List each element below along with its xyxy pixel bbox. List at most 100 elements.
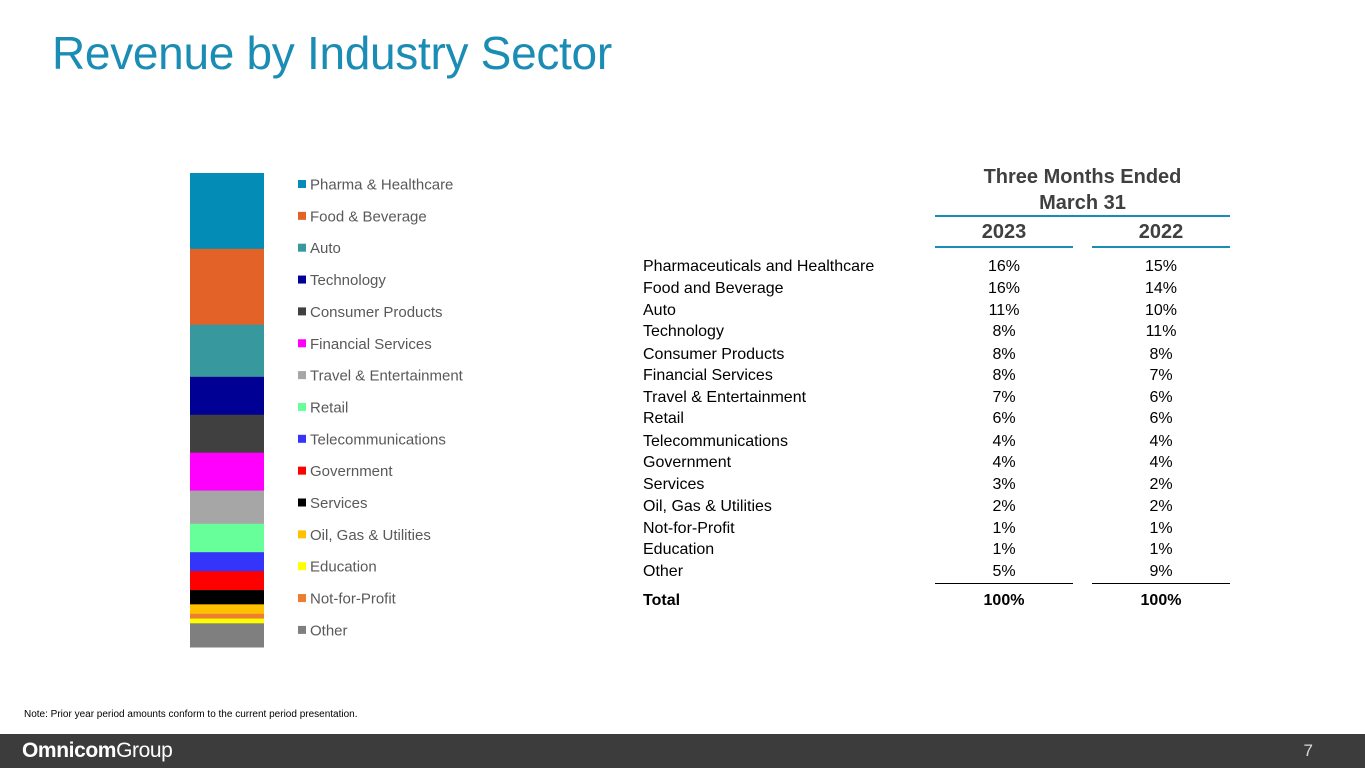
table-row-2023: 8% [992, 367, 1016, 384]
legend-swatch [298, 562, 306, 571]
table-row-2023: 5% [992, 563, 1016, 580]
legend-label: Food & Beverage [310, 208, 427, 225]
table-row-2023: 7% [992, 389, 1016, 406]
legend-swatch [298, 498, 306, 507]
table-row-2022: 11% [1145, 323, 1177, 340]
bar-segment-government [190, 571, 264, 591]
legend-swatch [298, 275, 306, 284]
table-row-label: Consumer Products [643, 346, 785, 363]
bar-segment-other [190, 623, 264, 648]
table-row-label: Pharmaceuticals and Healthcare [643, 258, 875, 275]
table-row-label: Retail [643, 410, 684, 427]
table-row-2023: 16% [987, 280, 1021, 297]
brand-light: Group [116, 739, 173, 762]
table-row-2023: 3% [992, 476, 1016, 493]
footer-bar: OmnicomGroup 7 [0, 734, 1365, 768]
total-2022: 100% [1140, 592, 1182, 609]
legend-label: Government [310, 463, 393, 480]
legend-swatch [298, 371, 306, 380]
legend-swatch [298, 530, 306, 539]
bar-segment-oil-gas-utilities [190, 604, 264, 615]
bar-segment-financial-services [190, 452, 264, 492]
legend-label: Retail [310, 399, 348, 416]
footnote: Note: Prior year period amounts conform … [24, 709, 358, 720]
legend-label: Financial Services [310, 336, 432, 353]
legend-label: Not-for-Profit [310, 591, 397, 608]
legend-swatch [298, 243, 306, 252]
table-row-label: Not-for-Profit [643, 520, 735, 537]
legend-swatch [298, 434, 306, 443]
table-row-label: Government [643, 454, 732, 471]
sum-rule-2023 [935, 583, 1073, 584]
table-row-2022: 2% [1149, 476, 1173, 493]
period-header-rule [935, 215, 1230, 217]
page-number: 7 [1303, 741, 1313, 760]
table-row-2022: 4% [1149, 454, 1173, 471]
legend-label: Technology [310, 272, 386, 289]
table-row-2022: 1% [1149, 541, 1173, 558]
table-row-2023: 16% [987, 258, 1021, 275]
table-row-label: Auto [643, 302, 676, 319]
table-row-2023: 2% [992, 498, 1016, 515]
legend-label: Consumer Products [310, 304, 443, 321]
bar-segment-auto [190, 324, 264, 378]
table-row-2023: 1% [992, 541, 1016, 558]
total-label: Total [643, 592, 681, 609]
page-title: Revenue by Industry Sector [52, 27, 612, 79]
table-row-2023: 8% [992, 323, 1016, 340]
table-row-label: Services [643, 476, 705, 493]
legend-swatch [298, 466, 306, 475]
table-row-2023: 4% [992, 433, 1016, 450]
bar-segment-retail [190, 523, 264, 553]
period-header-line1: Three Months Ended [983, 166, 1182, 188]
table-row-2023: 8% [992, 346, 1016, 363]
legend-label: Auto [310, 240, 341, 257]
table-row-label: Education [643, 541, 715, 558]
year-2023-header: 2023 [981, 221, 1027, 243]
brand-bold: Omnicom [22, 739, 117, 762]
table-row-label: Financial Services [643, 367, 773, 384]
table-row-label: Oil, Gas & Utilities [643, 498, 772, 515]
table-row-2022: 2% [1149, 498, 1173, 515]
legend-swatch [298, 625, 306, 634]
legend-label: Education [310, 559, 377, 576]
legend-swatch [298, 180, 306, 188]
table-row-2023: 11% [988, 302, 1020, 319]
table-row-2022: 14% [1144, 280, 1178, 297]
period-header-line2: March 31 [1039, 192, 1126, 214]
bar-segment-not-for-profit [190, 613, 264, 620]
year-2023-rule [935, 246, 1073, 248]
bar-segment-services [190, 590, 264, 605]
table-row-2022: 9% [1149, 563, 1173, 580]
table-row-label: Technology [643, 323, 724, 340]
bar-segment-consumer-products [190, 414, 264, 454]
table-row-2022: 15% [1144, 258, 1178, 275]
table-period-header: Three Months Ended March 31 [935, 164, 1230, 216]
bar-segment-food-beverage [190, 248, 264, 326]
table-row-2022: 7% [1149, 367, 1173, 384]
omnicom-logo: OmnicomGroup [22, 739, 173, 763]
bar-segment-travel-entertainment [190, 490, 264, 525]
sum-rule-2022 [1092, 583, 1230, 584]
table-row-2023: 1% [992, 520, 1016, 537]
table-row-2022: 6% [1149, 389, 1173, 406]
table-row-2022: 1% [1149, 520, 1173, 537]
table-row-label: Food and Beverage [643, 280, 784, 297]
table-row-2023: 6% [992, 410, 1016, 427]
bar-segment-telecommunications [190, 552, 264, 572]
legend-label: Services [310, 495, 368, 512]
legend-swatch [298, 402, 306, 411]
table-row-label: Telecommunications [643, 433, 788, 450]
legend-swatch [298, 307, 306, 316]
table-row-2022: 4% [1149, 433, 1173, 450]
year-2022-rule [1092, 246, 1230, 248]
table-row-label: Travel & Entertainment [643, 389, 807, 406]
table-row-label: Other [643, 563, 684, 580]
table-row-2023: 4% [992, 454, 1016, 471]
total-2023: 100% [983, 592, 1025, 609]
industry-stacked-bar-chart: Pharma & Healthcare Food & Beverage Auto Te… [190, 173, 464, 648]
legend-swatch [298, 211, 306, 220]
bar-segment-technology [190, 376, 264, 416]
table-row-2022: 8% [1149, 346, 1173, 363]
legend-swatch [298, 594, 306, 603]
